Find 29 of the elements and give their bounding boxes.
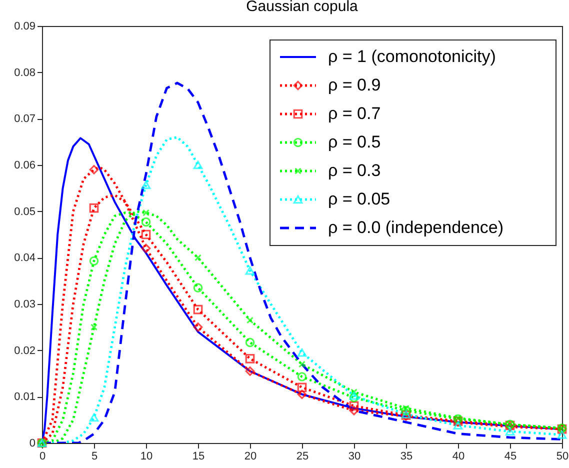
x-tick-label: 45 [504,450,517,462]
legend-label: ρ = 0.7 [328,104,381,123]
x-tick-label: 40 [452,450,465,462]
x-tick-label: 0 [39,450,46,462]
chart-title: Gaussian copula [246,0,359,15]
y-tick-label: 0.06 [14,160,36,172]
legend-label: ρ = 0.3 [328,161,381,180]
x-tick-label: 20 [244,450,257,462]
x-tick-label: 5 [91,450,98,462]
legend-label: ρ = 0.9 [328,76,381,94]
y-tick-label: 0.08 [14,66,36,79]
legend-label: ρ = 0.05 [328,190,390,208]
legend-label: ρ = 1 (comonotonicity) [328,47,496,66]
legend-label: ρ = 0.0 (independence) [328,218,504,237]
y-tick-label: 0.02 [14,344,36,357]
legend-label: ρ = 0.5 [328,132,381,152]
x-tick-label: 35 [400,450,413,462]
x-tick-label: 15 [192,450,205,462]
y-tick-label: 0.05 [14,206,36,218]
x-tick-label: 25 [296,450,309,462]
y-tick-label: 0.07 [14,113,36,126]
x-tick-label: 50 [556,450,569,462]
y-tick-label: 0.03 [14,298,36,310]
y-tick-label: 0.04 [14,252,36,264]
y-tick-label: 0.09 [14,20,36,32]
y-tick-label: 0.01 [14,391,36,404]
x-tick-label: 10 [140,450,153,462]
x-tick-label: 30 [348,450,361,462]
y-tick-label: 0 [29,438,36,450]
